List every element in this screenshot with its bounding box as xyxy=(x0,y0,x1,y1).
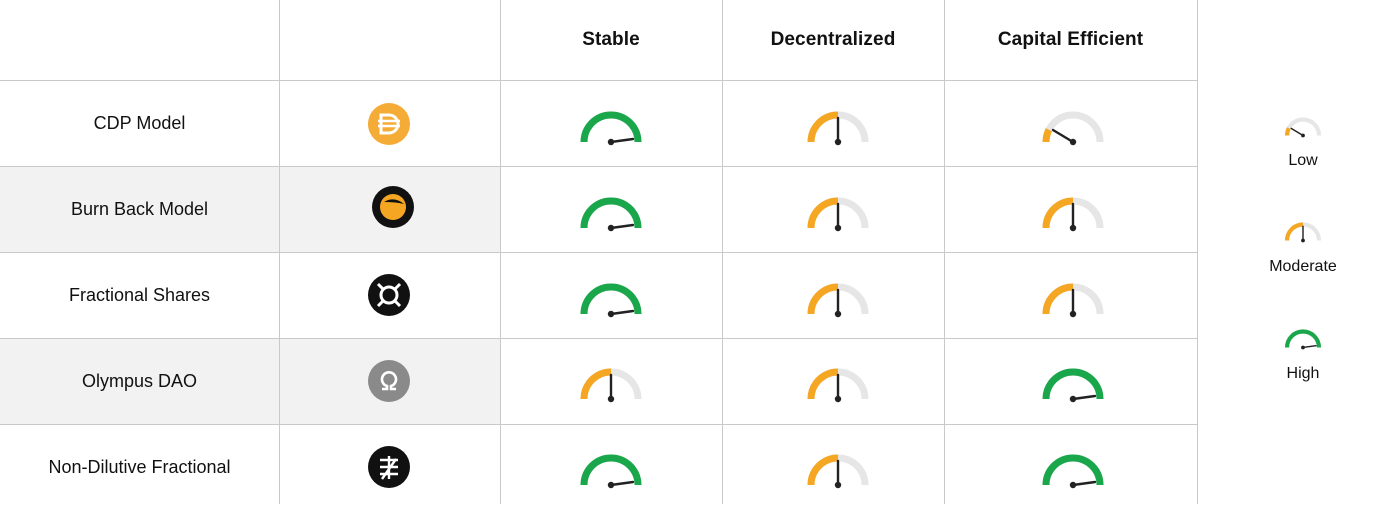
gauge-needle xyxy=(1071,394,1097,401)
gauge-pivot xyxy=(607,138,615,146)
legend-gauge-low xyxy=(1284,117,1322,138)
gauge-cdp-model-capital-efficient xyxy=(1042,111,1104,146)
gauge-pivot xyxy=(607,224,615,232)
gauge-pivot xyxy=(607,310,615,318)
gauge-pivot xyxy=(1301,345,1305,350)
gauge-pivot xyxy=(607,481,615,489)
gauge-fractional-shares-capital-efficient xyxy=(1042,283,1104,318)
gauge-fill xyxy=(1042,368,1104,400)
terra-icon xyxy=(372,186,414,228)
gauge-needle xyxy=(609,223,635,230)
gauge-fractional-shares-decentralized xyxy=(807,283,869,318)
row-label-fractional-shares: Fractional Shares xyxy=(68,285,211,305)
gauge-fill xyxy=(807,197,839,229)
gauge-track xyxy=(1042,111,1104,143)
gauge-non-dilutive-fractional-capital-efficient xyxy=(1042,454,1104,489)
gauge-fill xyxy=(580,283,642,315)
gauge-olympus-dao-stable xyxy=(580,368,642,403)
gauge-burn-back-model-decentralized xyxy=(807,197,869,232)
grid-line xyxy=(0,252,1198,253)
gauge-pivot xyxy=(1069,310,1077,318)
dai-icon xyxy=(368,103,410,145)
row-label-cdp-model: CDP Model xyxy=(93,113,186,133)
grid-line xyxy=(0,166,1198,167)
gauge-pivot xyxy=(834,224,842,232)
gauge-fill xyxy=(807,368,839,400)
shaded-cell xyxy=(0,166,500,252)
row-label-burn-back-model: Burn Back Model xyxy=(70,199,209,219)
gauge-pivot xyxy=(1069,395,1077,403)
gauge-olympus-dao-decentralized xyxy=(807,368,869,403)
gauge-pivot xyxy=(834,310,842,318)
column-header-decentralized: Decentralized xyxy=(770,29,896,50)
gauge-non-dilutive-fractional-decentralized xyxy=(807,454,869,489)
frax-icon xyxy=(368,274,410,316)
fei-icon xyxy=(368,446,410,488)
gauge-track xyxy=(1284,117,1322,136)
gauge-pivot xyxy=(834,138,842,146)
legend-label-low: Low xyxy=(1288,152,1318,169)
gauge-pivot xyxy=(1069,138,1077,146)
gauge-non-dilutive-fractional-stable xyxy=(580,454,642,489)
gauge-pivot xyxy=(1069,224,1077,232)
gauge-fill xyxy=(1284,329,1322,348)
grid-line xyxy=(0,424,1198,425)
legend-label-moderate: Moderate xyxy=(1269,258,1337,275)
row-label-non-dilutive-fractional: Non-Dilutive Fractional xyxy=(48,457,231,477)
comparison-table: Stable Decentralized Capital Efficient C… xyxy=(0,0,1198,504)
column-header-capital-efficient: Capital Efficient xyxy=(997,29,1144,50)
gauge-pivot xyxy=(1301,238,1305,243)
gauge-fill xyxy=(1042,128,1053,143)
gauge-pivot xyxy=(607,395,615,403)
grid-line xyxy=(0,80,1198,81)
gauge-pivot xyxy=(1301,133,1305,138)
gauge-fractional-shares-stable xyxy=(580,283,642,318)
gauge-needle xyxy=(609,309,635,316)
gauge-needle xyxy=(609,480,635,487)
gauge-fill xyxy=(580,368,612,400)
grid-line xyxy=(0,338,1198,339)
legend-gauge-high xyxy=(1284,329,1322,350)
gauge-cdp-model-stable xyxy=(580,111,642,146)
gauge-needle xyxy=(609,137,635,144)
gauge-fill xyxy=(1042,454,1104,486)
gauge-fill xyxy=(807,283,839,315)
gauge-fill xyxy=(1042,283,1074,315)
gauge-fill xyxy=(1284,222,1304,241)
shaded-cell xyxy=(0,338,500,424)
gauge-pivot xyxy=(834,481,842,489)
legend-gauge-moderate xyxy=(1284,222,1322,243)
gauge-fill xyxy=(580,197,642,229)
gauge-needle xyxy=(1290,127,1304,137)
column-header-stable: Stable xyxy=(582,29,640,50)
gauge-needle xyxy=(1302,344,1317,349)
legend-label-high: High xyxy=(1286,365,1320,382)
gauge-fill xyxy=(807,111,839,143)
olympus-icon xyxy=(368,360,410,402)
gauge-fill xyxy=(1284,127,1291,136)
gauge-pivot xyxy=(834,395,842,403)
gauge-needle xyxy=(1071,480,1097,487)
gauge-fill xyxy=(580,111,642,143)
gauge-burn-back-model-capital-efficient xyxy=(1042,197,1104,232)
gauge-fill xyxy=(807,454,839,486)
gauge-fill xyxy=(1042,197,1074,229)
gauge-cdp-model-decentralized xyxy=(807,111,869,146)
gauge-fill xyxy=(580,454,642,486)
gauge-pivot xyxy=(1069,481,1077,489)
gauge-needle xyxy=(1051,128,1075,144)
gauge-olympus-dao-capital-efficient xyxy=(1042,368,1104,403)
row-label-olympus-dao: Olympus DAO xyxy=(81,371,198,391)
gauge-burn-back-model-stable xyxy=(580,197,642,232)
